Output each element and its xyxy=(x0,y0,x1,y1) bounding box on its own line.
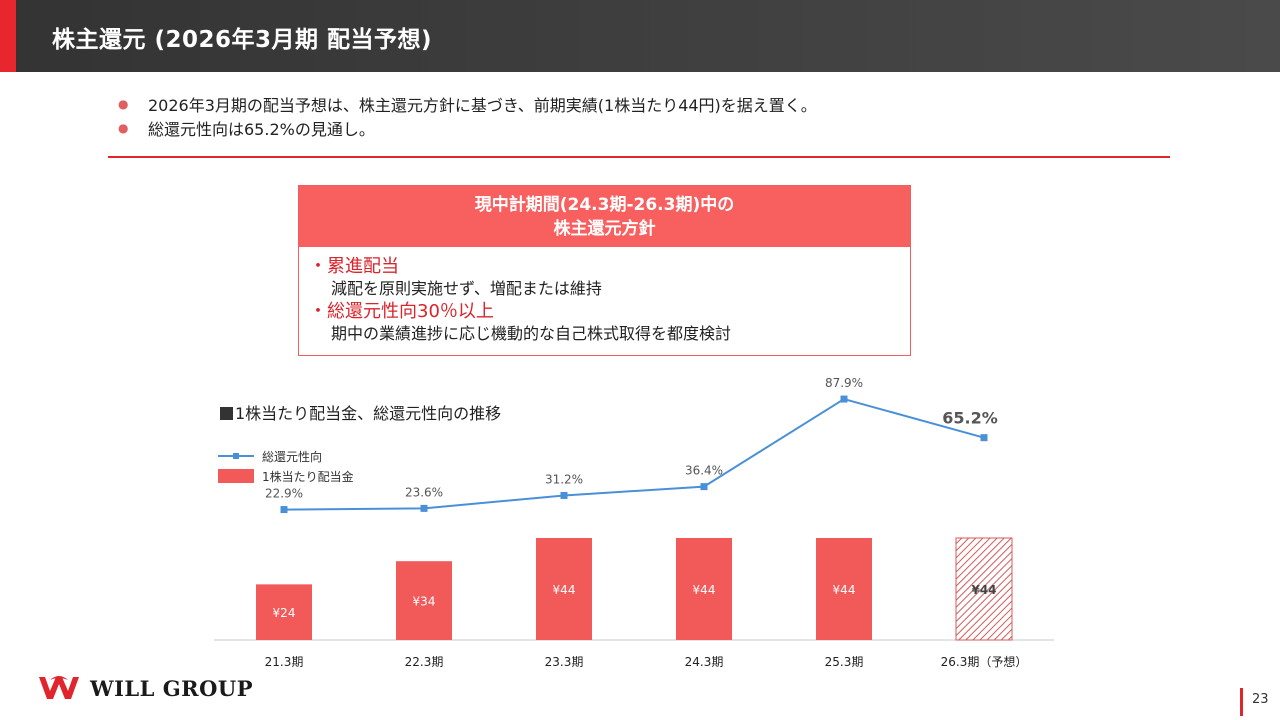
company-logo: WILL GROUP xyxy=(38,674,253,702)
bar-value-label: ¥44 xyxy=(833,583,856,597)
payout-ratio-label: 31.2% xyxy=(545,472,583,486)
policy-heading-line1: 現中計期間(24.3期-26.3期)中の xyxy=(474,195,735,215)
bar-value-label: ¥24 xyxy=(273,606,296,620)
bullet-item: ● 総還元性向は65.2%の見通し。 xyxy=(118,116,817,140)
legend-item-line: 総還元性向 xyxy=(218,446,354,466)
x-tick-label: 25.3期 xyxy=(825,655,864,669)
x-tick-label: 26.3期（予想） xyxy=(941,654,1028,669)
page-number-accent xyxy=(1240,688,1243,716)
payout-ratio-marker xyxy=(980,434,988,442)
square-bullet-icon xyxy=(220,407,233,420)
bullet-text: 2026年3月期の配当予想は、株主還元方針に基づき、前期実績(1株当たり44円)… xyxy=(148,96,817,115)
policy-item-desc: 減配を原則実施せず、増配または維持 xyxy=(331,279,602,298)
page-title: 株主還元 (2026年3月期 配当予想) xyxy=(52,27,433,53)
will-group-logo-icon xyxy=(39,676,79,699)
x-tick-label: 21.3期 xyxy=(265,655,304,669)
bar-value-label: ¥34 xyxy=(413,595,436,609)
logo-text: WILL GROUP xyxy=(90,675,254,701)
x-tick-label: 24.3期 xyxy=(685,655,724,669)
legend-label: 1株当たり配当金 xyxy=(262,469,354,484)
separator-line xyxy=(108,156,1170,158)
dividend-bar xyxy=(816,538,872,640)
dividend-bar xyxy=(955,537,1013,641)
legend-line-swatch xyxy=(218,448,254,464)
policy-heading: 現中計期間(24.3期-26.3期)中の 株主還元方針 xyxy=(299,186,910,247)
bullet-dot-icon: ● xyxy=(118,97,129,111)
policy-item-title: ・総還元性向30％以上 xyxy=(309,301,494,322)
header-accent xyxy=(0,0,16,72)
payout-ratio-label: 22.9% xyxy=(265,487,303,501)
payout-ratio-label: 65.2% xyxy=(942,409,998,428)
bar-value-label: ¥44 xyxy=(971,583,996,597)
payout-ratio-label: 36.4% xyxy=(685,464,723,478)
bullet-item: ● 2026年3月期の配当予想は、株主還元方針に基づき、前期実績(1株当たり44… xyxy=(118,92,817,116)
x-tick-label: 23.3期 xyxy=(545,655,584,669)
payout-ratio-marker xyxy=(560,491,568,499)
bullet-list: ● 2026年3月期の配当予想は、株主還元方針に基づき、前期実績(1株当たり44… xyxy=(118,92,817,140)
payout-ratio-marker xyxy=(420,504,428,512)
bar-value-label: ¥44 xyxy=(693,583,716,597)
dividend-bar xyxy=(536,538,592,640)
payout-ratio-marker xyxy=(840,395,848,403)
payout-ratio-marker xyxy=(280,506,288,514)
chart-title-text: 1株当たり配当金、総還元性向の推移 xyxy=(235,404,502,423)
dividend-bar xyxy=(396,561,452,640)
x-tick-label: 22.3期 xyxy=(405,655,444,669)
policy-box: 現中計期間(24.3期-26.3期)中の 株主還元方針 ・累進配当 減配を原則実… xyxy=(298,185,911,356)
policy-item-desc: 期中の業績進捗に応じ機動的な自己株式取得を都度検討 xyxy=(331,324,732,343)
policy-heading-line2: 株主還元方針 xyxy=(553,219,656,239)
dividend-bar xyxy=(676,538,732,640)
payout-ratio-marker xyxy=(700,483,708,491)
chart-legend: 総還元性向 1株当たり配当金 xyxy=(218,446,354,486)
payout-ratio-label: 87.9% xyxy=(825,376,863,390)
page-number: 23 xyxy=(1252,692,1269,707)
bullet-text: 総還元性向は65.2%の見通し。 xyxy=(148,120,375,139)
header-bar: 株主還元 (2026年3月期 配当予想) xyxy=(0,0,1280,72)
legend-item-bar: 1株当たり配当金 xyxy=(218,466,354,486)
chart-title: 1株当たり配当金、総還元性向の推移 xyxy=(220,400,501,424)
legend-label: 総還元性向 xyxy=(262,449,323,464)
payout-ratio-label: 23.6% xyxy=(405,485,443,499)
policy-item-title: ・累進配当 xyxy=(309,256,399,277)
bullet-dot-icon: ● xyxy=(118,121,129,135)
legend-bar-swatch xyxy=(218,469,254,483)
dividend-bar xyxy=(256,584,312,640)
bar-value-label: ¥44 xyxy=(553,583,576,597)
policy-body: ・累進配当 減配を原則実施せず、増配または維持 ・総還元性向30％以上 期中の業… xyxy=(299,247,910,345)
